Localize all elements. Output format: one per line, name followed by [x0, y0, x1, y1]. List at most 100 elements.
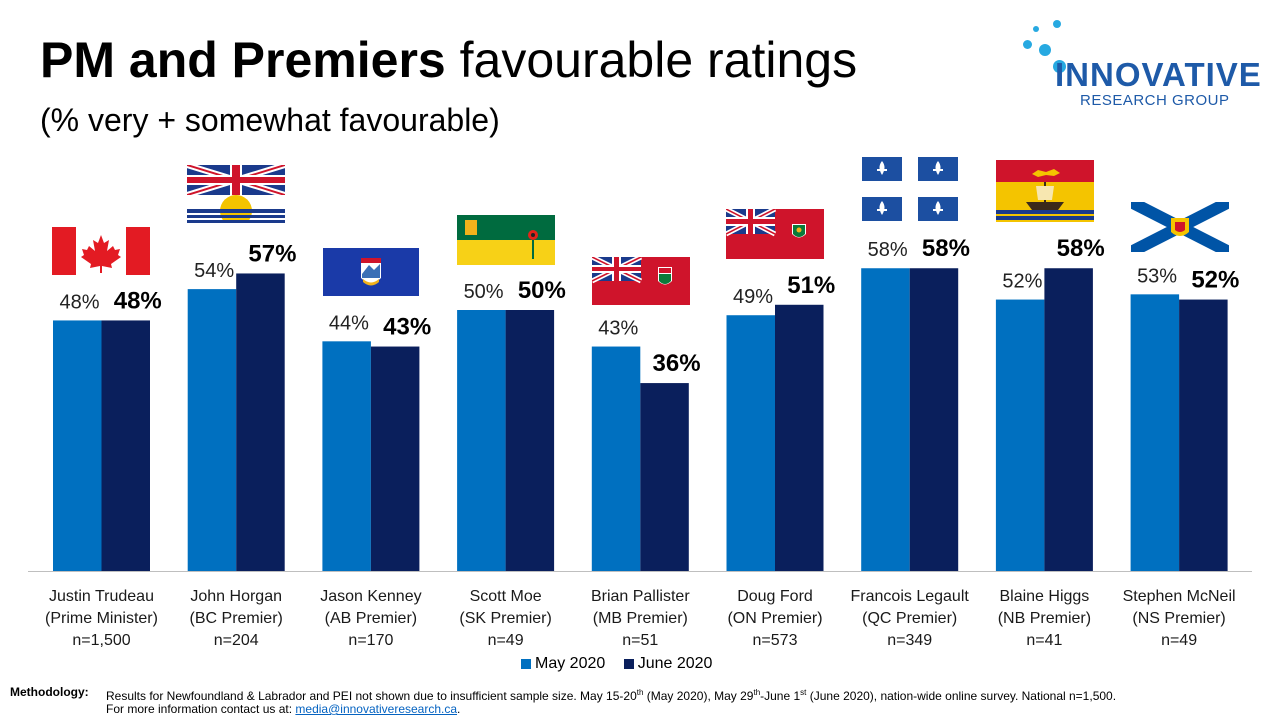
x-label-sample: n=349 [887, 632, 933, 649]
chart-legend: May 2020 June 2020 [515, 655, 720, 673]
label-june-0: 48% [114, 287, 162, 314]
label-may-8: 53% [1137, 265, 1177, 287]
logo-dot [1053, 20, 1061, 28]
x-label-3: Scott Moe (SK Premier) n=49 [439, 586, 573, 652]
label-june-4: 36% [653, 350, 701, 377]
title-light: favourable ratings [459, 32, 858, 88]
bar-june-8 [1179, 299, 1228, 571]
bar-may-1 [187, 289, 237, 571]
x-label-sample: n=49 [1161, 632, 1198, 649]
logo-dot [1033, 26, 1039, 32]
quebec-flag [862, 157, 958, 221]
x-label-name: Jason Kenney [320, 588, 422, 605]
label-may-2: 44% [329, 312, 369, 334]
bar-may-6 [861, 268, 910, 571]
x-label-name: Brian Pallister [590, 588, 690, 605]
bar-june-7 [1044, 268, 1093, 571]
label-may-0: 48% [59, 291, 99, 313]
x-label-role: (Prime Minister) [45, 610, 158, 627]
label-may-7: 52% [1002, 271, 1042, 293]
x-label-sample: n=573 [752, 632, 798, 649]
logo-brand: INNOVATIVE [1055, 56, 1262, 93]
logo-dot [1023, 40, 1032, 49]
x-label-role: (NB Premier) [997, 610, 1092, 627]
alberta-flag [323, 248, 419, 296]
label-june-5: 51% [787, 272, 835, 299]
bar-may-5 [726, 315, 775, 571]
x-label-role: (QC Premier) [862, 610, 958, 627]
x-label-role: (SK Premier) [459, 610, 552, 627]
x-label-5: Doug Ford (ON Premier) n=573 [708, 586, 842, 652]
label-june-2: 43% [383, 314, 431, 341]
label-june-8: 52% [1191, 267, 1239, 294]
saskatchewan-flag [457, 215, 555, 265]
x-label-role: (BC Premier) [189, 610, 283, 627]
bar-june-1 [236, 273, 285, 571]
bar-may-4 [591, 346, 641, 571]
x-label-4: Brian Pallister (MB Premier) n=51 [573, 586, 707, 652]
methodology-footer: Methodology: Results for Newfoundland & L… [10, 684, 1116, 716]
label-june-1: 57% [248, 240, 296, 267]
x-label-name: John Horgan [190, 588, 282, 605]
x-label-role: (ON Premier) [727, 610, 823, 627]
title-bold: PM and Premiers [40, 32, 446, 88]
x-label-sample: n=170 [348, 632, 394, 649]
page-subtitle: (% very + somewhat favourable) [40, 102, 500, 138]
legend-swatch-may [521, 659, 531, 669]
footer-text-2: For more information contact us at: medi… [106, 702, 461, 716]
bc-flag [187, 165, 285, 223]
x-label-sample: n=51 [622, 632, 659, 649]
bar-may-3 [457, 310, 506, 571]
x-label-name: Blaine Higgs [999, 588, 1090, 605]
x-label-name: Stephen McNeil [1122, 588, 1236, 605]
x-label-sample: n=49 [487, 632, 524, 649]
x-label-7: Blaine Higgs (NB Premier) n=41 [977, 586, 1111, 652]
x-label-name: Francois Legault [850, 588, 969, 605]
bar-june-3 [505, 310, 555, 571]
label-june-6: 58% [922, 235, 970, 262]
bar-june-2 [370, 346, 420, 571]
x-label-2: Jason Kenney (AB Premier) n=170 [304, 586, 438, 652]
label-june-7: 58% [1057, 235, 1105, 262]
nova-scotia-flag [1131, 202, 1229, 252]
label-may-5: 49% [733, 286, 773, 308]
x-label-0: Justin Trudeau (Prime Minister) n=1,500 [35, 586, 169, 652]
contact-email-link[interactable]: media@innovativeresearch.ca [295, 702, 458, 716]
legend-label-may: May 2020 [535, 655, 606, 672]
bar-june-4 [640, 383, 689, 571]
page-title: PM and Premiers favourable ratings [40, 30, 857, 90]
x-label-name: Scott Moe [469, 588, 542, 605]
bar-may-2 [322, 341, 371, 571]
x-label-sample: n=41 [1026, 632, 1063, 649]
methodology-label: Methodology: [10, 685, 89, 699]
canada-flag [52, 227, 150, 275]
bar-june-5 [775, 304, 824, 571]
label-may-6: 58% [868, 239, 908, 261]
bar-june-0 [101, 320, 150, 571]
bar-may-8 [1130, 294, 1180, 571]
new-brunswick-flag [996, 160, 1094, 222]
bar-may-7 [995, 299, 1045, 571]
x-label-name: Justin Trudeau [49, 588, 154, 605]
label-may-4: 43% [598, 318, 638, 340]
x-label-role: (MB Premier) [592, 610, 688, 627]
label-may-1: 54% [194, 260, 234, 282]
logo-dot [1039, 44, 1051, 56]
legend-swatch-june [623, 659, 634, 669]
logo-dot [1053, 60, 1066, 73]
legend-label-june: June 2020 [637, 655, 713, 672]
x-label-name: Doug Ford [737, 588, 813, 605]
bar-may-0 [53, 320, 102, 571]
x-label-role: (AB Premier) [324, 610, 418, 627]
company-logo: INNOVATIVE RESEARCH GROUP [1015, 20, 1261, 120]
x-label-sample: n=1,500 [72, 632, 131, 649]
logo-sub: RESEARCH GROUP [1080, 92, 1230, 109]
x-label-sample: n=204 [213, 632, 259, 649]
manitoba-flag [592, 257, 690, 305]
bar-june-6 [909, 268, 959, 571]
ontario-flag [726, 209, 824, 259]
x-label-role: (NS Premier) [1132, 610, 1226, 627]
footer-line-1: Methodology: Results for Newfoundland & L… [10, 684, 1116, 703]
x-label-1: John Horgan (BC Premier) n=204 [169, 586, 303, 652]
